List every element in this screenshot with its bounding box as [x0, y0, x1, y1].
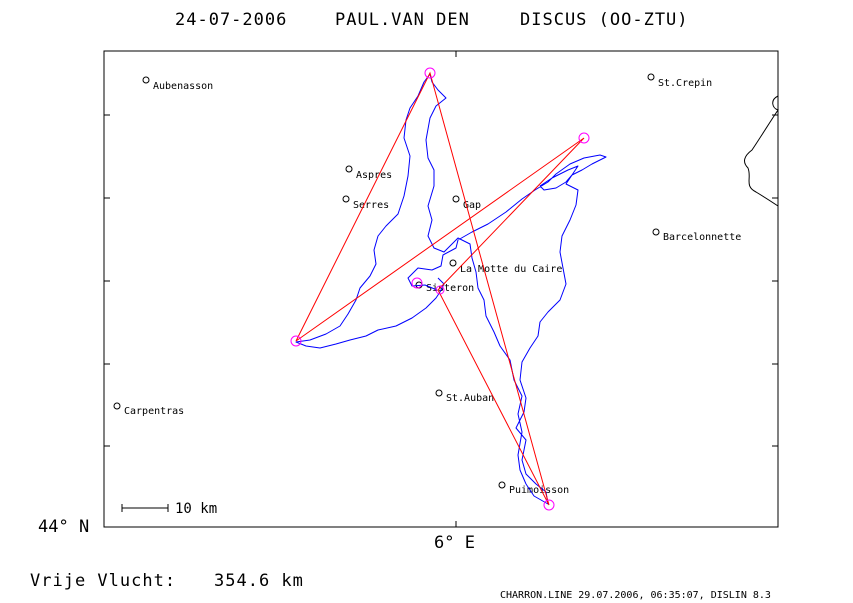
- turnpoint-circle: [543, 499, 555, 511]
- town-marker-serres: [342, 195, 350, 203]
- turnpoints: [290, 67, 590, 511]
- town-marker-aspres: [345, 165, 353, 173]
- flight-date: 24-07-2006: [175, 10, 287, 30]
- glider-id: DISCUS (OO-ZTU): [520, 10, 689, 30]
- town-marker-st-auban: [435, 389, 443, 397]
- latitude-label: 44° N: [38, 517, 89, 537]
- footer-info: CHARRON.LINE 29.07.2006, 06:35:07, DISLI…: [500, 590, 771, 601]
- town-markers: [113, 73, 660, 489]
- map-frame: [103, 50, 779, 528]
- town-label: Carpentras: [124, 406, 184, 417]
- axis-ticks: [104, 51, 778, 527]
- town-marker-aubenasson: [142, 76, 150, 84]
- task-route: [295, 71, 585, 506]
- town-marker-st-crepin: [647, 73, 655, 81]
- town-marker-barcelonnette: [652, 228, 660, 236]
- distance-caption: Vrije Vlucht:: [30, 571, 176, 591]
- pilot-name: PAUL.VAN DEN: [335, 10, 470, 30]
- town-label: La Motte du Caire: [460, 264, 562, 275]
- turnpoint-circle: [435, 285, 445, 295]
- town-label: Sisteron: [426, 283, 474, 294]
- town-label: Puimoisson: [509, 485, 569, 496]
- scale-label: 10 km: [175, 501, 217, 517]
- town-label: Gap: [463, 200, 481, 211]
- border-line: [744, 95, 779, 207]
- town-marker-carpentras: [113, 402, 121, 410]
- turnpoint-circle: [424, 67, 436, 79]
- town-label: Aspres: [356, 170, 392, 181]
- town-label: Serres: [353, 200, 389, 211]
- town-label: St.Auban: [446, 393, 494, 404]
- town-labels: Aubenasson St.Crepin Aspres Serres Gap B…: [124, 78, 741, 496]
- longitude-label: 6° E: [434, 533, 475, 553]
- town-marker-la-motte-du-caire: [449, 259, 457, 267]
- turnpoint-circle: [578, 132, 590, 144]
- flight-track: [295, 73, 607, 505]
- turnpoint-circle: [290, 335, 302, 347]
- town-label: Aubenasson: [153, 81, 213, 92]
- distance-value: 354.6 km: [214, 571, 304, 591]
- turnpoint-circle: [411, 277, 423, 289]
- town-label: St.Crepin: [658, 78, 712, 89]
- town-label: Barcelonnette: [663, 232, 741, 243]
- town-marker-gap: [452, 195, 460, 203]
- scale-bar: [121, 504, 169, 512]
- town-marker-puimoisson: [498, 481, 506, 489]
